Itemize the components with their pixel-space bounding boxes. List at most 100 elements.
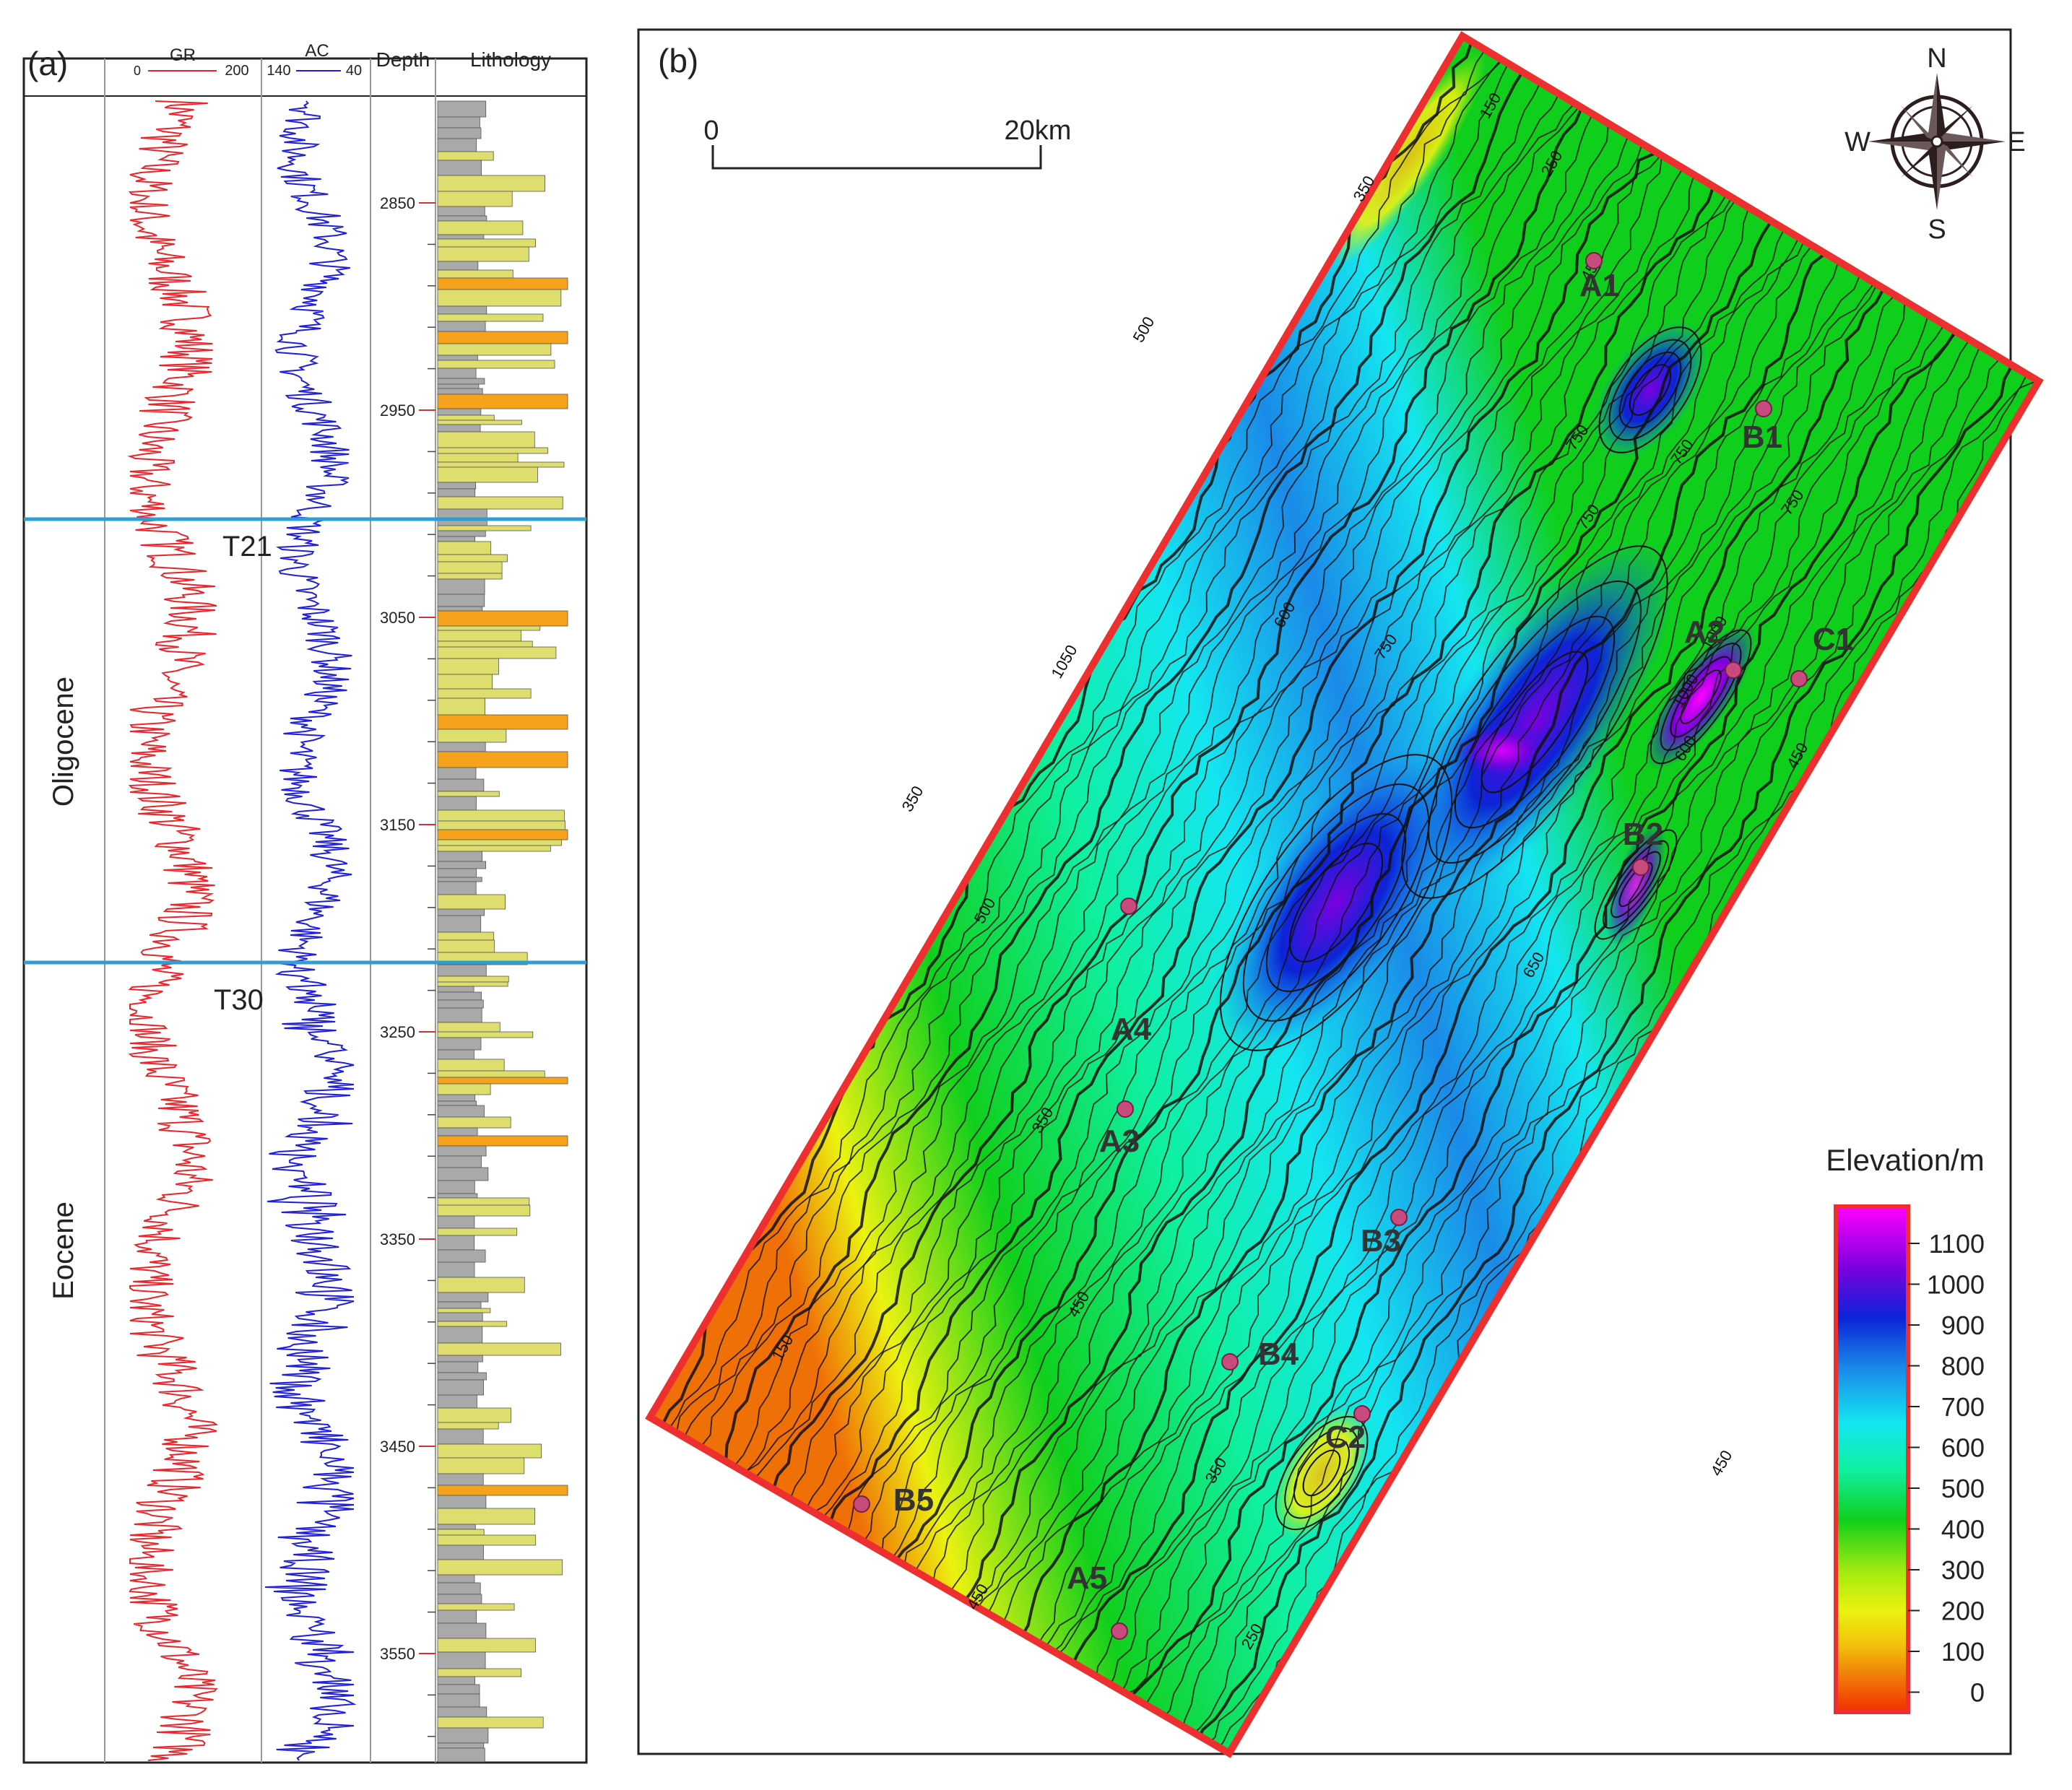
lithology-bed <box>437 191 513 207</box>
legend-tick-label: 700 <box>1941 1392 1985 1422</box>
well-marker[interactable] <box>1632 859 1650 876</box>
well-label: B1 <box>1742 420 1782 455</box>
lithology-bed <box>437 100 487 118</box>
contour-line <box>834 95 1720 1604</box>
lithology-bed <box>437 640 533 648</box>
lithology-bed <box>437 1007 482 1023</box>
scale-bar-end: 20km <box>1005 116 1072 146</box>
map-boundary <box>645 31 2044 1758</box>
lithology-bed <box>437 1727 489 1744</box>
lithology-bed <box>437 606 483 612</box>
ac-header: AC <box>305 41 329 61</box>
contour-line <box>911 141 1795 1650</box>
lithology-bed <box>437 536 475 542</box>
lithology-bed <box>437 1215 475 1229</box>
well-b2[interactable]: B2 <box>1623 817 1663 876</box>
lithology-bed <box>437 1228 518 1236</box>
ac-min: 140 <box>266 63 290 79</box>
well-a2[interactable]: A2 <box>1684 614 1742 679</box>
lithology-bed <box>437 881 477 895</box>
lithology-bed <box>437 1742 485 1749</box>
well-marker[interactable] <box>1117 1100 1134 1118</box>
lithology-bed <box>437 331 568 344</box>
contour-lines <box>650 36 2039 1753</box>
legend-tick-label: 500 <box>1941 1474 1985 1503</box>
contour-line <box>680 36 1565 1511</box>
lithology-bed <box>437 1321 508 1327</box>
ac-curve-path <box>265 100 357 1761</box>
lithology-bed <box>437 313 544 322</box>
well-a3[interactable]: A3 <box>1099 1100 1140 1159</box>
legend-title: Elevation/m <box>1826 1143 1984 1177</box>
contour-line <box>1122 269 2009 1753</box>
closed-contour <box>1680 669 1722 724</box>
lithology-bed <box>437 877 482 882</box>
well-b4[interactable]: B4 <box>1221 1337 1299 1372</box>
lithology-bed <box>437 976 509 983</box>
well-marker[interactable] <box>1390 1209 1408 1226</box>
lithology-bed <box>437 1116 511 1129</box>
contour-line <box>685 36 1573 1516</box>
well-marker[interactable] <box>1725 661 1742 679</box>
lithology-bed <box>437 1706 487 1718</box>
compass-w: W <box>1845 127 1871 157</box>
well-a5[interactable]: A5 <box>1067 1560 1128 1640</box>
well-marker[interactable] <box>1353 1405 1371 1422</box>
contour-line <box>660 36 1553 1500</box>
well-label: C1 <box>1813 622 1853 657</box>
depth-tick-label: 3150 <box>380 816 415 834</box>
well-label: B4 <box>1258 1337 1299 1372</box>
lithology-bed <box>437 861 486 869</box>
lithology-bed <box>437 915 482 933</box>
well-marker[interactable] <box>853 1495 870 1513</box>
lithology-bed <box>437 269 513 279</box>
well-c1[interactable]: C1 <box>1790 622 1853 687</box>
lithology-bed <box>437 809 565 822</box>
legend-tick-label: 400 <box>1941 1515 1985 1544</box>
formation-label-eocene: Eocene <box>48 1202 79 1300</box>
lithology-bed <box>437 868 477 878</box>
lithology-bed <box>437 525 532 531</box>
lithology-bed <box>437 1457 525 1474</box>
well-c2[interactable]: C2 <box>1325 1405 1371 1455</box>
contour-line <box>986 184 1869 1695</box>
lithology-bed <box>437 1308 491 1313</box>
well-marker[interactable] <box>1111 1622 1128 1640</box>
lithology-bed <box>437 1473 484 1486</box>
legend-tick-label: 800 <box>1941 1352 1985 1381</box>
closed-contour <box>1242 783 1430 1022</box>
well-a4[interactable]: A4 <box>1111 898 1152 1047</box>
gr-curve-path <box>127 100 219 1761</box>
lithology-bed <box>437 1197 530 1206</box>
lithology-bed <box>437 1574 475 1583</box>
well-marker[interactable] <box>1790 670 1808 687</box>
well-b5[interactable]: B5 <box>853 1482 934 1518</box>
well-marker[interactable] <box>1221 1353 1239 1370</box>
well-label: B5 <box>893 1482 934 1518</box>
lithology-bed <box>437 981 508 987</box>
lithology-bed <box>437 1379 484 1396</box>
lithology-bed <box>437 1235 475 1251</box>
lithology-bed <box>437 305 487 315</box>
well-a1[interactable]: A1 <box>1579 252 1620 303</box>
legend-tick-label: 0 <box>1970 1678 1985 1708</box>
lithology-bed <box>437 1508 536 1525</box>
lithology-bed <box>437 1407 511 1423</box>
lithology-bed <box>437 378 485 385</box>
well-label: A5 <box>1067 1560 1107 1596</box>
well-marker[interactable] <box>1755 400 1772 417</box>
lithology-bed <box>437 851 482 862</box>
well-marker[interactable] <box>1120 898 1137 915</box>
well-marker[interactable] <box>1585 252 1603 269</box>
well-b1[interactable]: B1 <box>1742 400 1782 455</box>
well-b3[interactable]: B3 <box>1361 1209 1408 1259</box>
well-label: A4 <box>1111 1012 1152 1047</box>
lithology-bed <box>437 1204 531 1217</box>
lithology-bed <box>437 1443 542 1459</box>
lithology-bed <box>437 127 482 139</box>
elevation-legend: Elevation/m 1100100090080070060050040030… <box>1826 1143 1985 1714</box>
lithology-bed <box>437 431 535 448</box>
gr-max: 200 <box>225 63 248 79</box>
closed-contour <box>1618 861 1653 908</box>
depth-tick-label: 3350 <box>380 1230 415 1248</box>
